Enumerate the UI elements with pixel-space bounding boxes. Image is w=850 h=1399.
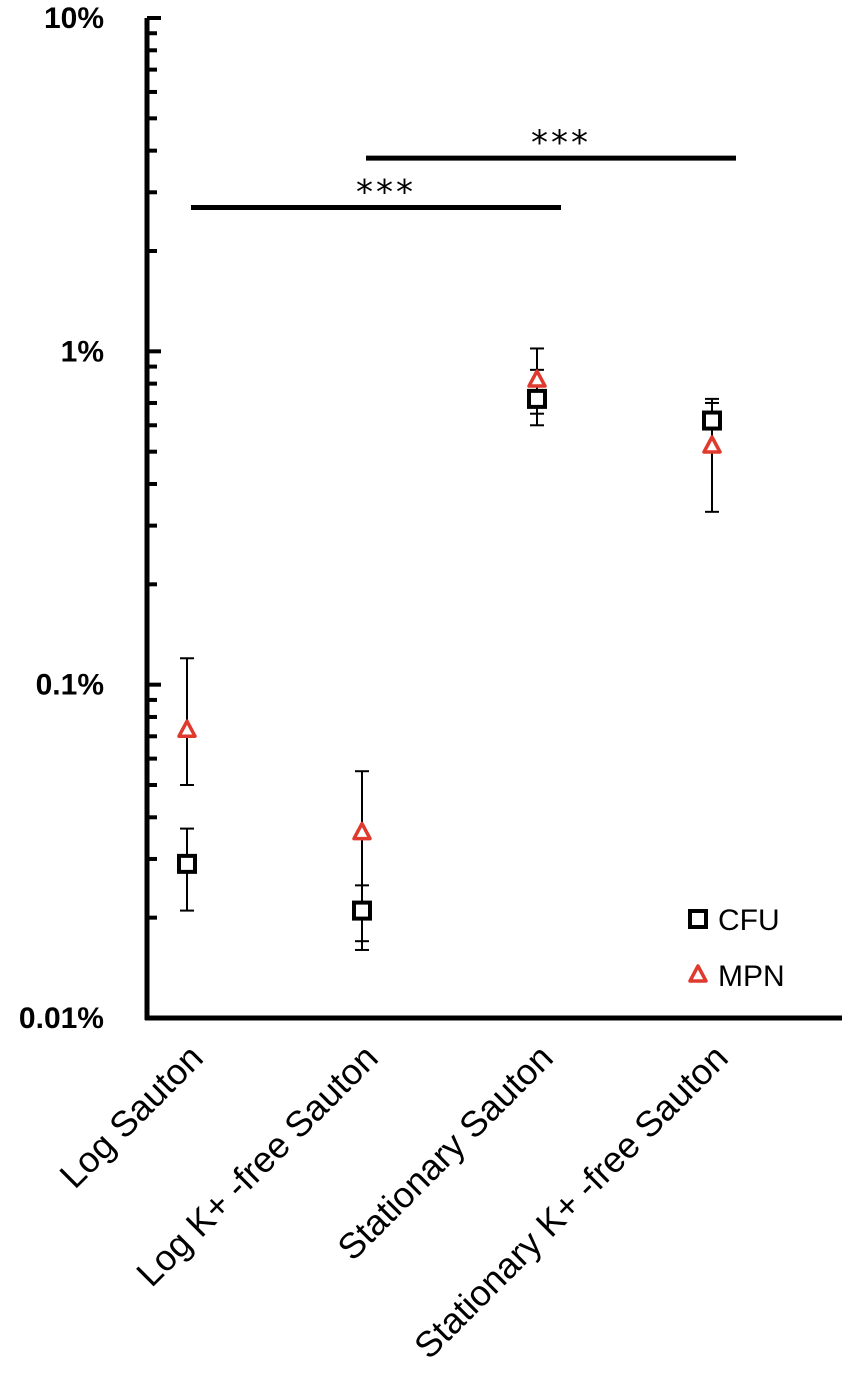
legend: CFU MPN [688,904,785,993]
x-category-label: Log Sauton [51,1037,210,1196]
mpn-marker [527,369,547,388]
y-tick-label: 10% [44,2,104,35]
y-tick-label: 0.01% [19,1002,104,1035]
x-category-label: Stationary K+ -free Sauton [406,1037,736,1367]
data-markers [177,369,722,921]
axes [144,18,842,1021]
cfu-marker [527,388,547,409]
mpn-marker [177,719,197,738]
legend-cfu-swatch [688,909,708,929]
mpn-marker [352,821,372,841]
y-tick-label: 1% [61,335,104,368]
y-tick-label: 0.1% [36,669,104,702]
mpn-marker [702,435,722,454]
significance-label: *** [356,173,416,213]
legend-mpn-swatch [688,964,708,983]
y-axis-tick-labels: 0.01% 0.1% 1% 10% [19,2,104,1035]
y-axis-ticks [147,16,161,1020]
legend-label: CFU [718,904,780,937]
significance-annotations: *** *** [191,123,736,213]
significance-label: *** [531,123,591,163]
cfu-marker [702,410,722,431]
legend-label: MPN [718,960,785,993]
error-bars [180,347,719,951]
cfu-marker [177,853,197,874]
cfu-marker [352,900,372,921]
